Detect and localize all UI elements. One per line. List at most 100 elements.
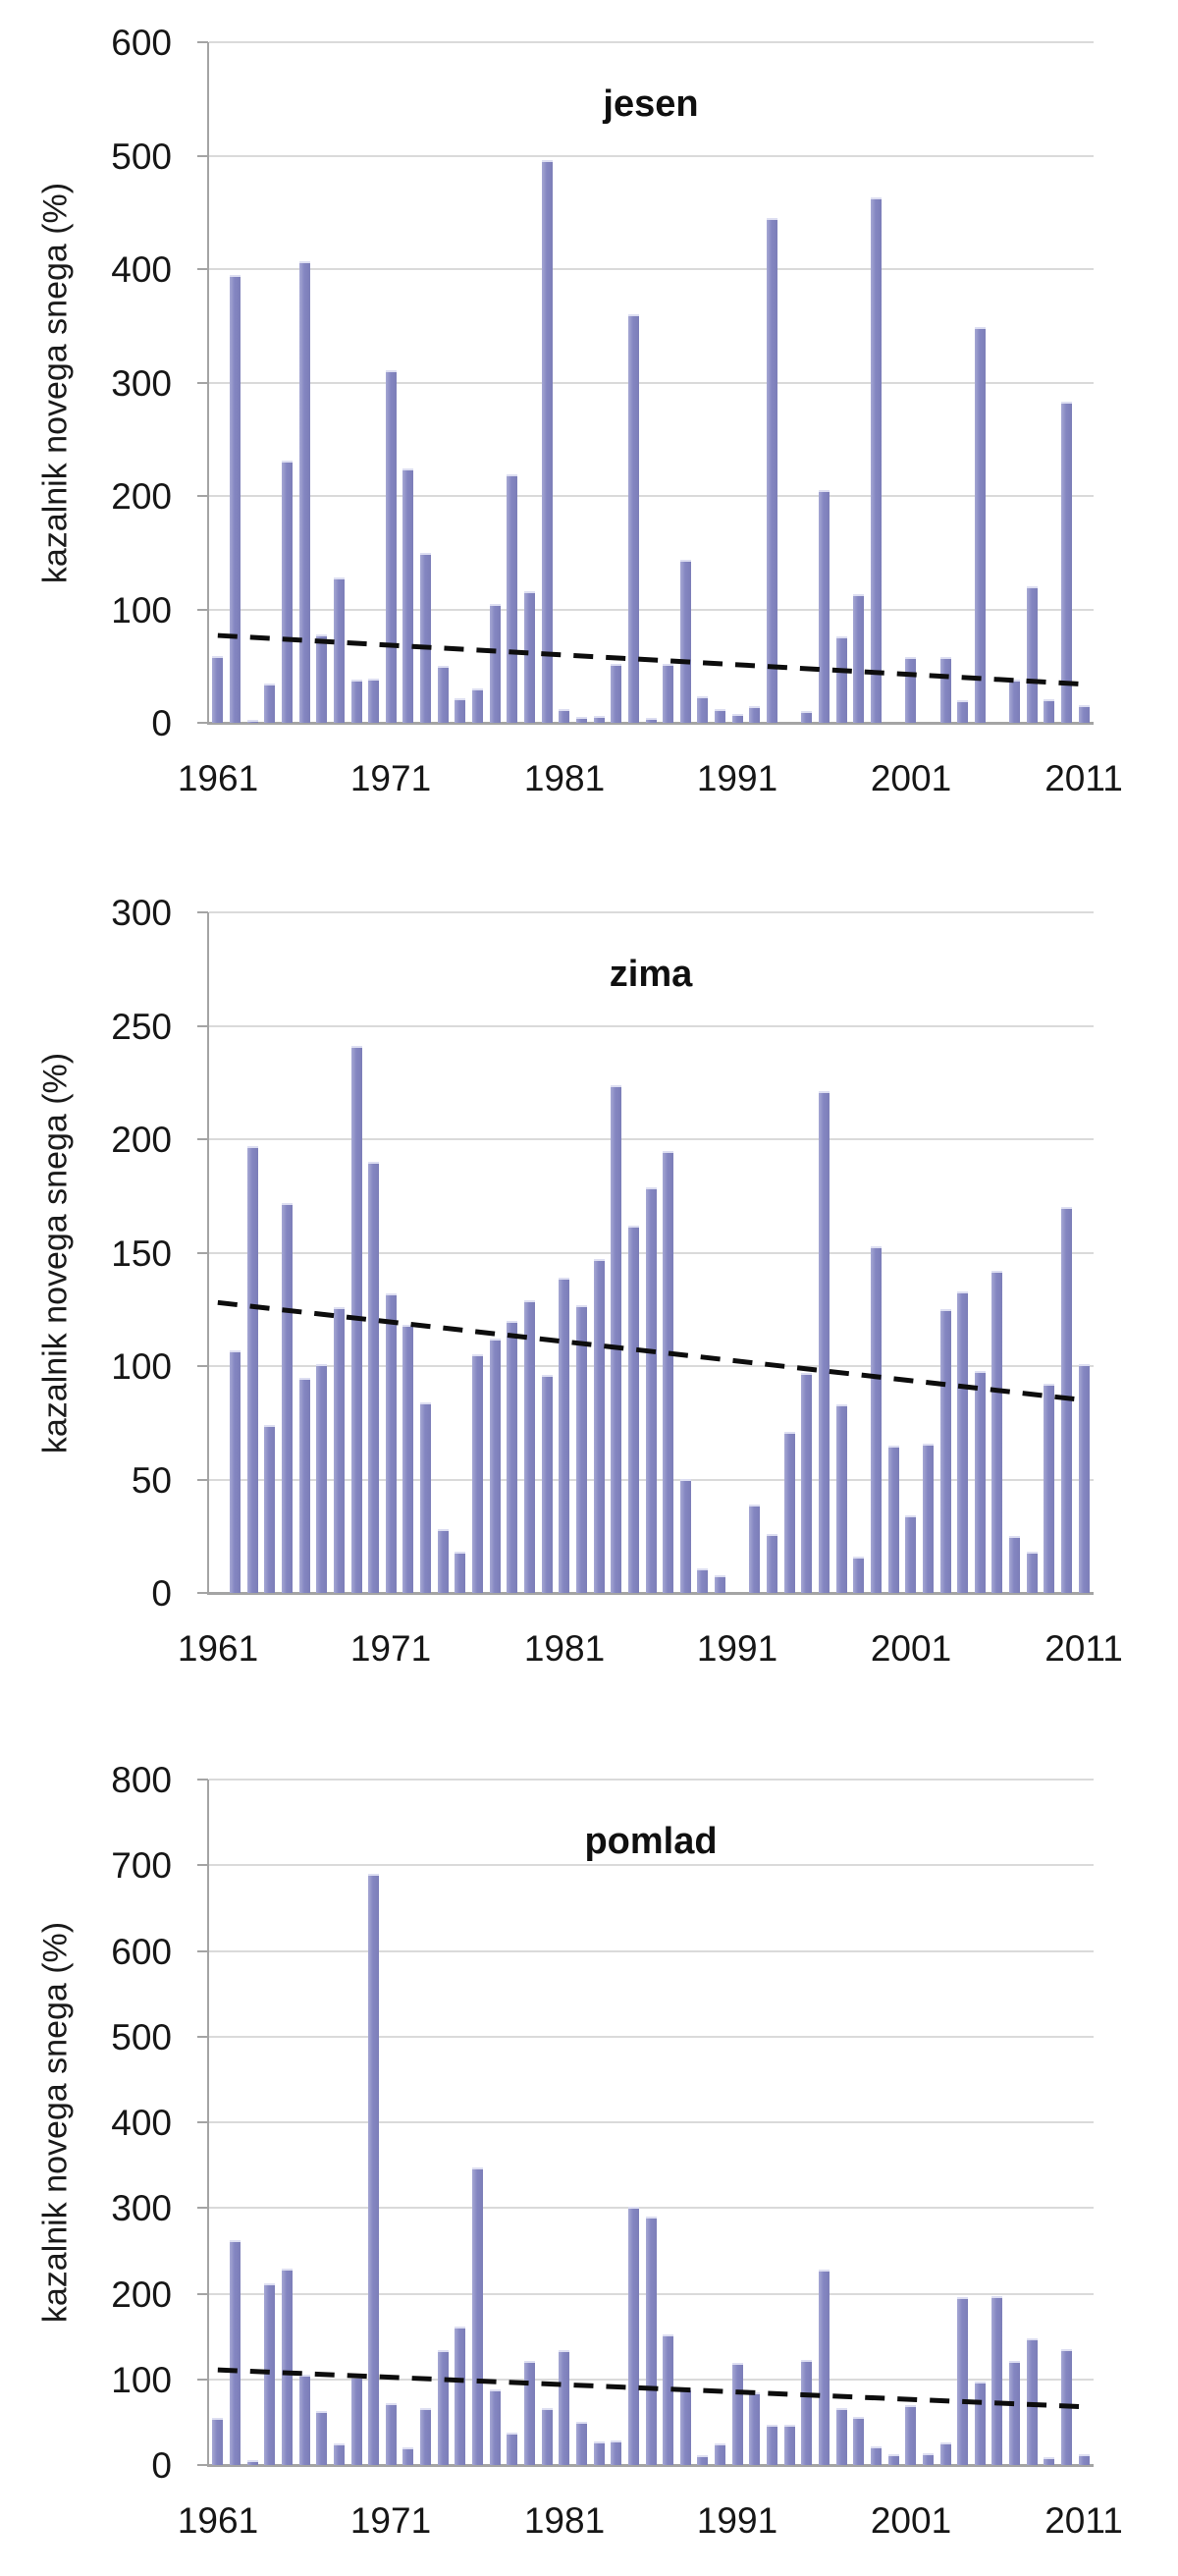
bar-1992	[749, 1505, 760, 1593]
bar-1990	[715, 1575, 725, 1593]
y-tick-label: 200	[111, 2275, 172, 2315]
y-tick-label: 300	[111, 893, 172, 933]
gridline	[209, 1025, 1094, 1027]
bar-1985	[628, 314, 639, 723]
bar-2002	[923, 1444, 934, 1593]
bar-1998	[853, 594, 864, 723]
y-tick-label: 800	[111, 1760, 172, 1800]
y-tick	[197, 155, 208, 157]
bar-1974	[438, 1529, 449, 1593]
x-tick-label: 1961	[177, 2500, 259, 2541]
x-tick-label: 1961	[177, 1628, 259, 1669]
x-tick-label: 1991	[696, 758, 778, 798]
x-tick-label: 2011	[1044, 758, 1123, 798]
x-tick-label: 2011	[1044, 1628, 1123, 1669]
y-tick-label: 50	[131, 1460, 172, 1501]
bar-1998	[853, 1557, 864, 1593]
bar-1999	[871, 2446, 882, 2465]
bar-1968	[334, 2443, 345, 2465]
y-axis-line	[207, 42, 209, 725]
chart-title: zima	[609, 954, 693, 995]
y-tick-label: 250	[111, 1007, 172, 1047]
bar-1978	[507, 1321, 517, 1593]
bar-1963	[247, 720, 258, 723]
y-tick-label: 600	[111, 1932, 172, 1972]
y-axis-line	[207, 1780, 209, 2467]
bar-1988	[680, 560, 691, 723]
y-tick-label: 100	[111, 590, 172, 630]
y-tick-label: 0	[151, 2445, 172, 2486]
y-tick	[197, 2379, 208, 2381]
bar-1982	[576, 2422, 587, 2465]
y-tick	[197, 2464, 208, 2466]
bar-1994	[784, 1432, 795, 1593]
bar-1972	[402, 468, 413, 723]
bar-1979	[524, 591, 535, 723]
bar-2009	[1044, 2457, 1054, 2465]
bar-1984	[611, 2440, 621, 2465]
bar-1988	[680, 1479, 691, 1593]
bar-1980	[542, 160, 553, 723]
bar-1995	[801, 1373, 812, 1593]
x-tick-label: 2011	[1044, 2500, 1123, 2541]
bar-1992	[749, 706, 760, 723]
bar-1989	[697, 2455, 708, 2465]
y-tick-label: 400	[111, 249, 172, 290]
bar-2004	[957, 2297, 968, 2465]
bar-1975	[455, 1552, 465, 1593]
x-tick-label: 1981	[523, 1628, 606, 1669]
y-tick	[197, 1252, 208, 1254]
x-axis-line	[209, 2464, 1094, 2467]
bar-1997	[836, 636, 847, 723]
bar-1976	[472, 1354, 483, 1593]
bar-1973	[420, 2408, 431, 2465]
bar-1980	[542, 2408, 553, 2465]
bar-1996	[819, 2270, 830, 2465]
x-axis-line	[209, 1592, 1094, 1595]
bar-1987	[663, 664, 673, 723]
bar-1981	[559, 2350, 569, 2465]
bar-1991	[732, 714, 743, 723]
gridline	[209, 1779, 1094, 1781]
bar-1979	[524, 1300, 535, 1593]
x-tick-label: 2001	[870, 1628, 952, 1669]
bar-1999	[871, 1246, 882, 1593]
bar-2003	[940, 657, 951, 723]
bar-1966	[299, 2375, 310, 2465]
bar-1982	[576, 717, 587, 723]
y-tick-label: 100	[111, 1346, 172, 1387]
bar-1990	[715, 2443, 725, 2465]
bar-1983	[594, 716, 605, 723]
bar-2001	[905, 2405, 916, 2465]
y-tick	[197, 609, 208, 611]
x-tick-label: 1981	[523, 2500, 606, 2541]
chart-title: jesen	[603, 83, 699, 125]
bar-1984	[611, 1085, 621, 1593]
gridline	[209, 1138, 1094, 1140]
bar-1986	[646, 718, 657, 723]
bar-1963	[247, 1146, 258, 1593]
bar-2003	[940, 2442, 951, 2465]
bar-1969	[351, 2377, 362, 2465]
bar-1986	[646, 2217, 657, 2465]
bar-1972	[402, 1325, 413, 1593]
y-tick-label: 700	[111, 1845, 172, 1886]
bar-1981	[559, 709, 569, 723]
bar-1976	[472, 2167, 483, 2465]
bar-1995	[801, 711, 812, 723]
y-tick-label: 200	[111, 1120, 172, 1160]
bar-2007	[1009, 2361, 1020, 2465]
bar-1999	[871, 197, 882, 723]
gridline	[209, 155, 1094, 157]
bar-2008	[1027, 2338, 1038, 2465]
y-tick	[197, 1864, 208, 1866]
bar-1991	[732, 2363, 743, 2465]
bar-2009	[1044, 699, 1054, 723]
bar-1970	[368, 679, 379, 723]
y-tick-label: 300	[111, 2188, 172, 2228]
bar-2005	[975, 1371, 986, 1593]
bar-1983	[594, 1259, 605, 1593]
trend-line	[217, 1299, 1085, 1403]
y-tick	[197, 2036, 208, 2038]
x-tick-label: 2001	[870, 2500, 952, 2541]
